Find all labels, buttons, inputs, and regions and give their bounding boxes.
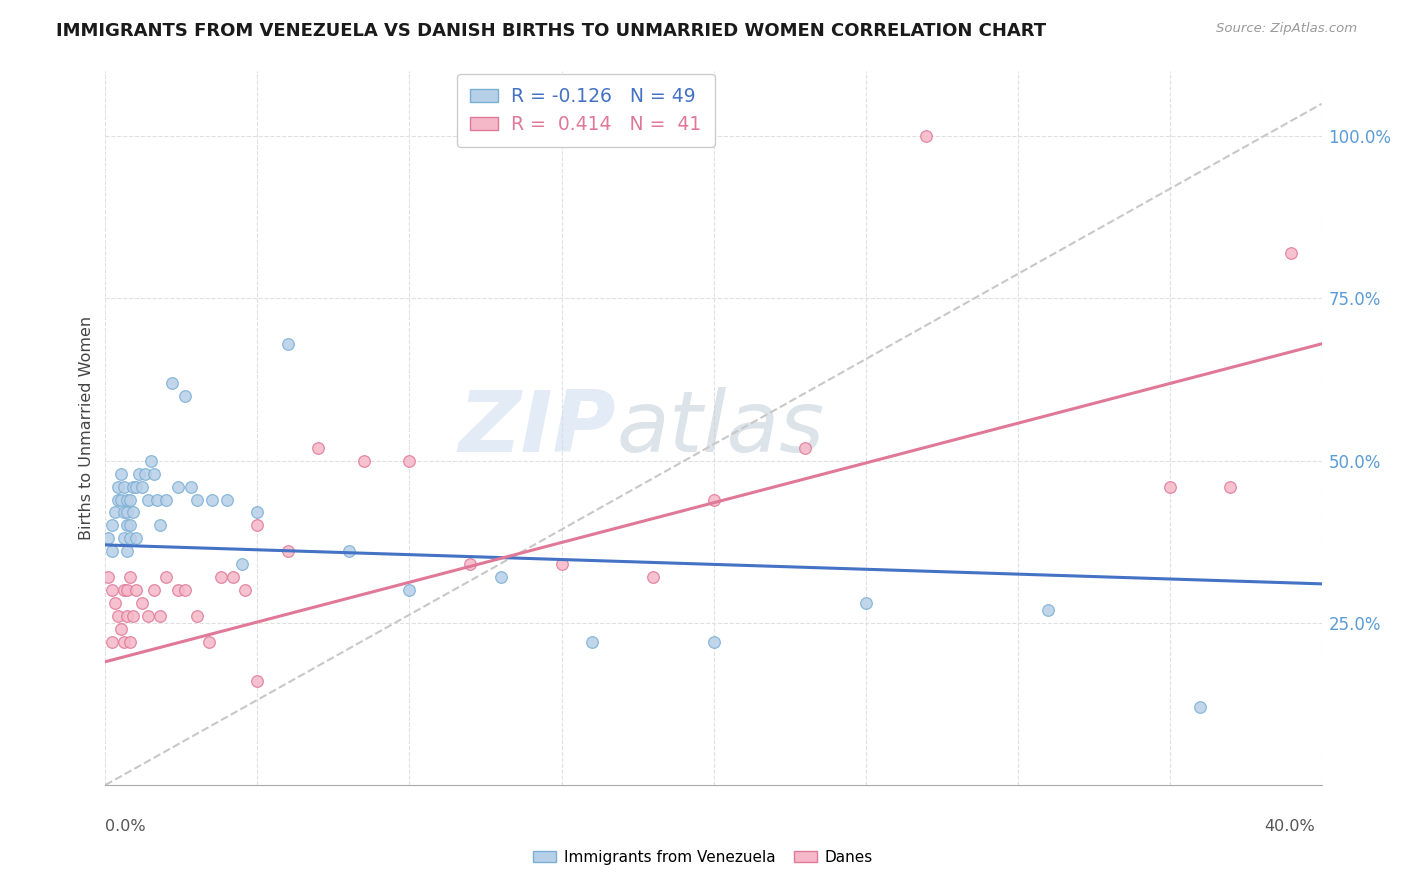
Point [246,674,269,689]
Point [112,506,135,520]
Point [136,492,159,507]
Point [277,544,299,558]
Point [112,635,135,649]
Point [198,635,221,649]
Point [209,570,232,584]
Point [143,467,166,481]
Point [155,570,177,584]
Point [201,492,224,507]
Point [353,453,375,467]
Point [115,506,138,520]
Point [180,479,202,493]
Point [131,596,153,610]
Point [1188,700,1211,714]
Point [110,467,132,481]
Point [167,479,190,493]
Legend: R = -0.126   N = 49, R =  0.414   N =  41: R = -0.126 N = 49, R = 0.414 N = 41 [457,74,714,147]
Point [146,492,169,507]
Point [398,453,420,467]
Point [128,467,150,481]
Point [107,609,129,624]
Point [136,609,159,624]
Point [110,622,132,636]
Point [1159,479,1181,493]
Point [134,467,156,481]
Point [112,583,135,598]
Point [115,518,138,533]
Point [277,336,299,351]
Point [217,492,239,507]
Point [121,479,143,493]
Point [246,506,269,520]
Point [167,583,190,598]
Point [131,479,153,493]
Text: Source: ZipAtlas.com: Source: ZipAtlas.com [1216,22,1357,36]
Text: atlas: atlas [616,386,824,470]
Point [855,596,877,610]
Point [222,570,245,584]
Point [97,532,120,546]
Point [155,492,177,507]
Point [100,544,122,558]
Point [107,492,129,507]
Point [118,635,141,649]
Point [100,518,122,533]
Point [149,518,172,533]
Point [143,583,166,598]
Point [121,506,143,520]
Text: 0.0%: 0.0% [105,820,146,834]
Point [110,492,132,507]
Y-axis label: Births to Unmarried Women: Births to Unmarried Women [79,316,94,541]
Point [112,479,135,493]
Point [125,532,148,546]
Point [149,609,172,624]
Point [398,583,420,598]
Point [186,609,208,624]
Text: IMMIGRANTS FROM VENEZUELA VS DANISH BIRTHS TO UNMARRIED WOMEN CORRELATION CHART: IMMIGRANTS FROM VENEZUELA VS DANISH BIRT… [56,22,1046,40]
Point [103,506,125,520]
Legend: Immigrants from Venezuela, Danes: Immigrants from Venezuela, Danes [527,844,879,871]
Point [115,583,138,598]
Point [1219,479,1241,493]
Point [246,518,269,533]
Point [118,492,141,507]
Point [97,570,120,584]
Point [489,570,512,584]
Point [173,583,195,598]
Point [118,570,141,584]
Point [103,596,125,610]
Point [702,492,725,507]
Point [115,544,138,558]
Point [337,544,360,558]
Point [139,453,162,467]
Point [100,583,122,598]
Text: ZIP: ZIP [458,386,616,470]
Point [115,609,138,624]
Point [173,389,195,403]
Point [100,635,122,649]
Point [1279,246,1302,260]
Point [581,635,603,649]
Point [1036,603,1059,617]
Point [118,532,141,546]
Point [112,532,135,546]
Point [162,376,184,390]
Point [121,609,143,624]
Text: 40.0%: 40.0% [1264,820,1315,834]
Point [107,479,129,493]
Point [115,492,138,507]
Point [550,558,572,572]
Point [915,129,938,144]
Point [702,635,725,649]
Point [231,558,253,572]
Point [307,441,329,455]
Point [186,492,208,507]
Point [233,583,256,598]
Point [125,583,148,598]
Point [118,518,141,533]
Point [458,558,481,572]
Point [793,441,815,455]
Point [641,570,664,584]
Point [125,479,148,493]
